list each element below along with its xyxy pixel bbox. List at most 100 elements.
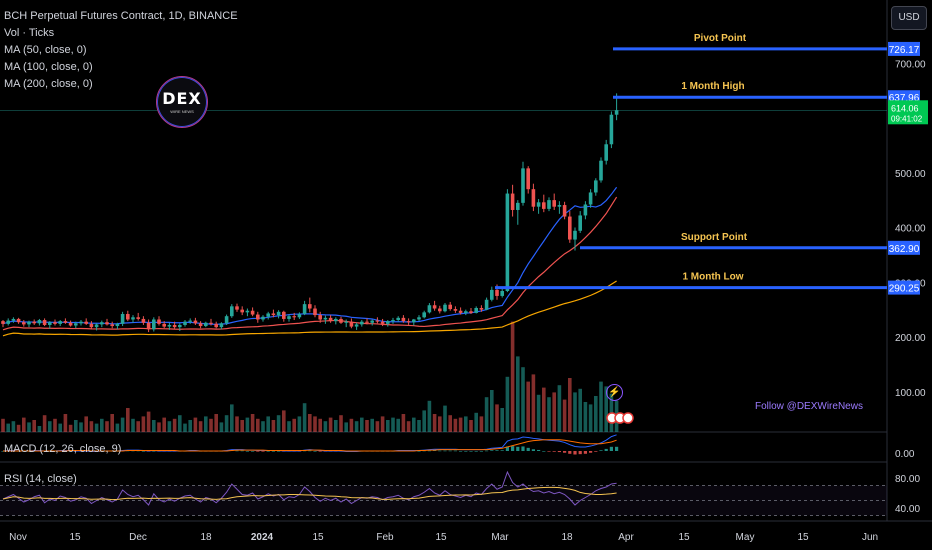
level-price-tag — [888, 280, 920, 295]
candle-body — [131, 317, 135, 320]
macd-histogram-bar — [542, 451, 546, 452]
candle-body — [167, 324, 172, 327]
time-axis-label: 2024 — [251, 532, 274, 543]
candle-body — [552, 200, 556, 207]
candle-body — [422, 312, 426, 318]
volume-bar — [344, 422, 348, 432]
macd-histogram-bar — [505, 446, 509, 451]
volume-bar — [22, 417, 26, 432]
candle-body — [495, 289, 499, 296]
macd-histogram-bar — [500, 450, 504, 451]
volume-bar — [474, 412, 478, 432]
candle-body — [448, 304, 452, 310]
macd-histogram-bar — [511, 446, 515, 451]
volume-bar — [183, 423, 187, 432]
volume-bar — [318, 418, 322, 432]
candle-body — [68, 322, 73, 326]
volume-bar — [562, 399, 567, 432]
price-tick-label: 100.00 — [895, 388, 926, 399]
macd-histogram-bar — [448, 450, 452, 452]
candle-body — [526, 168, 530, 190]
volume-bar — [188, 420, 192, 432]
candle-body — [126, 314, 130, 320]
volume-bar — [375, 421, 380, 432]
candle-body — [328, 317, 333, 322]
volume-bar — [292, 418, 296, 432]
candle-body — [599, 160, 603, 181]
macd-histogram-bar — [485, 450, 489, 452]
candle-body — [256, 314, 260, 320]
rsi-panel-title[interactable]: RSI (14, close) — [4, 473, 77, 485]
macd-histogram-bar — [141, 451, 145, 452]
macd-histogram-bar — [552, 451, 556, 452]
level-price-label: 726.17 — [889, 45, 920, 56]
volume-bar — [604, 386, 608, 432]
volume-bar — [172, 418, 177, 432]
volume-bar — [178, 415, 182, 432]
candle-body — [562, 205, 567, 217]
currency-button[interactable]: USD — [891, 6, 927, 30]
price-tick-label: 200.00 — [895, 333, 926, 344]
volume-bar — [235, 416, 239, 432]
candle-body — [588, 192, 593, 205]
time-axis-label: May — [736, 532, 755, 543]
candle-body — [349, 321, 354, 327]
time-axis-label: Apr — [618, 532, 634, 543]
macd-histogram-bar — [443, 450, 447, 452]
macd-histogram-bar — [459, 451, 463, 452]
volume-bar — [58, 423, 62, 432]
candle-body — [22, 322, 26, 325]
candle-body — [453, 309, 458, 311]
macd-histogram-bar — [308, 450, 312, 452]
volume-bar — [63, 414, 68, 432]
volume-bar — [230, 404, 234, 432]
time-axis-label: Feb — [376, 532, 394, 543]
candle-body — [292, 316, 296, 318]
macd-histogram-bar — [427, 450, 431, 452]
level-price-label: 362.90 — [889, 244, 920, 255]
candle-body — [136, 317, 140, 319]
time-axis-label: Mar — [491, 532, 509, 543]
volume-bar — [495, 404, 499, 432]
macd-histogram-bar — [589, 451, 593, 453]
indicator-ma100[interactable]: MA (100, close, 0) — [4, 61, 93, 73]
candle-body — [157, 319, 161, 324]
volume-bar — [94, 423, 99, 432]
macd-histogram-bar — [152, 451, 156, 452]
candle-body — [396, 317, 400, 321]
macd-signal-line — [3, 439, 617, 452]
volume-bar — [521, 367, 525, 432]
macd-histogram-bar — [599, 450, 603, 451]
candle-body — [146, 322, 151, 330]
indicator-ma50[interactable]: MA (50, close, 0) — [4, 44, 87, 56]
volume-bar — [500, 408, 504, 432]
indicator-volume[interactable]: Vol · Ticks — [4, 27, 55, 39]
lightning-icon[interactable]: ⚡ — [606, 384, 623, 401]
macd-histogram-bar — [313, 451, 317, 452]
volume-bar — [219, 422, 224, 432]
candle-body — [178, 324, 182, 328]
indicator-ma200[interactable]: MA (200, close, 0) — [4, 78, 93, 90]
volume-bar — [453, 418, 458, 432]
macd-histogram-bar — [578, 451, 582, 455]
candle-body — [204, 322, 208, 327]
follow-text: Follow @DEXWireNews — [755, 401, 863, 412]
volume-bar — [256, 418, 260, 432]
candle-body — [614, 110, 619, 115]
candle-body — [344, 321, 348, 323]
volume-bar — [536, 394, 541, 432]
candle-body — [89, 323, 94, 328]
volume-bar — [48, 421, 52, 432]
volume-bar — [198, 421, 203, 432]
volume-bar — [510, 321, 515, 432]
candle-body — [240, 309, 244, 313]
candle-body — [209, 322, 213, 324]
candle-body — [573, 230, 577, 240]
volume-bar — [136, 421, 140, 432]
candle-body — [53, 322, 57, 324]
macd-panel-title[interactable]: MACD (12, 26, close, 9) — [4, 443, 122, 455]
candle-body — [183, 321, 187, 325]
volume-bar — [588, 404, 593, 432]
volume-bar — [490, 390, 494, 432]
